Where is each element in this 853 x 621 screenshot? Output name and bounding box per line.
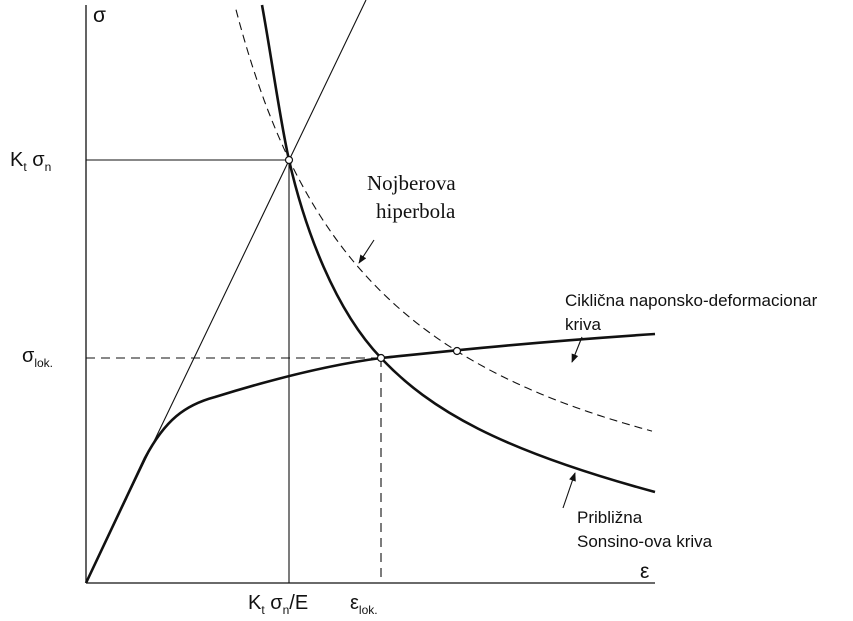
- leader-arrow: [571, 336, 583, 363]
- point: [376, 353, 386, 363]
- sonsino-curve: [260, 4, 656, 494]
- point: [452, 346, 462, 356]
- drawing: [84, 0, 656, 584]
- sigma-lok-label: σlok.: [22, 345, 53, 370]
- cyclic-label: Ciklična naponsko-deformacionar: [565, 291, 818, 310]
- cyclic-label: kriva: [565, 315, 601, 334]
- neuber-label: hiperbola: [376, 199, 456, 223]
- sonsino-label: Sonsino-ova kriva: [577, 532, 713, 551]
- sonsino-label: Približna: [577, 508, 643, 527]
- leader-arrow: [562, 472, 576, 509]
- point: [284, 155, 294, 165]
- cyclic-curve: [84, 332, 656, 584]
- kt-sigma-n-label: Kt σn: [10, 149, 51, 174]
- leader-arrow: [358, 239, 375, 264]
- x-axis-label: ε: [640, 560, 649, 583]
- neuber-label: Nojberova: [367, 171, 456, 195]
- kt-sigma-n-e-label: Kt σn/E: [248, 592, 308, 617]
- y-axis-label: σ: [93, 4, 106, 27]
- eps-lok-label: εlok.: [350, 592, 378, 617]
